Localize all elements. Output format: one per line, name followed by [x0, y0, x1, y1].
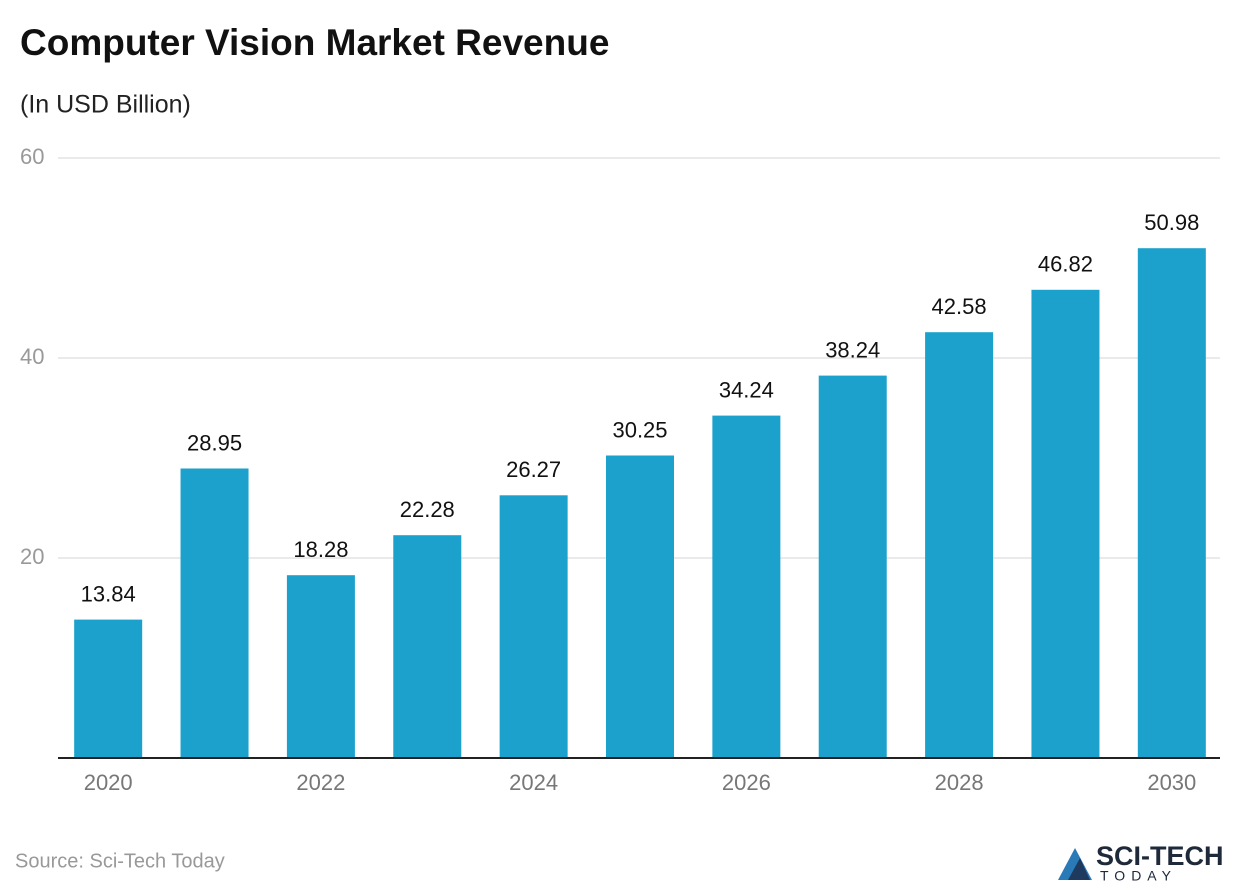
logo-name: SCI-TECH: [1096, 841, 1224, 871]
y-tick-label: 40: [20, 344, 44, 369]
bar: [818, 375, 887, 758]
bar: [712, 415, 781, 758]
x-tick-label: 2026: [722, 770, 771, 795]
bar: [393, 535, 462, 758]
value-label: 30.25: [612, 417, 667, 442]
y-tick-label: 60: [20, 144, 44, 169]
value-label: 13.84: [81, 581, 136, 606]
x-tick-label: 2024: [509, 770, 558, 795]
value-label: 38.24: [825, 337, 880, 362]
y-tick-label: 20: [20, 544, 44, 569]
x-tick-label: 2028: [935, 770, 984, 795]
source: Source: Sci-Tech Today: [15, 850, 225, 872]
value-label: 22.28: [400, 497, 455, 522]
value-label: 34.24: [719, 377, 774, 402]
bar: [1031, 289, 1100, 758]
chart-subtitle: (In USD Billion): [20, 91, 191, 119]
bar: [499, 495, 568, 758]
bar: [925, 332, 994, 758]
bar: [180, 468, 249, 758]
bar: [74, 619, 143, 758]
value-label: 18.28: [293, 537, 348, 562]
value-label: 50.98: [1144, 210, 1199, 235]
bar: [606, 455, 674, 758]
x-tick-label: 2020: [84, 770, 133, 795]
logo: SCI-TECH TODAY: [1058, 841, 1224, 884]
bar: [1137, 248, 1206, 758]
logo-tagline: TODAY: [1100, 868, 1177, 884]
bar: [286, 575, 355, 758]
value-label: 28.95: [187, 430, 242, 455]
value-label: 46.82: [1038, 252, 1093, 277]
value-label: 42.58: [932, 294, 987, 319]
x-tick-label: 2022: [296, 770, 345, 795]
value-label: 26.27: [506, 457, 561, 482]
x-tick-label: 2030: [1147, 770, 1196, 795]
chart-title: Computer Vision Market Revenue: [20, 22, 609, 63]
logo-icon: [1068, 858, 1090, 880]
